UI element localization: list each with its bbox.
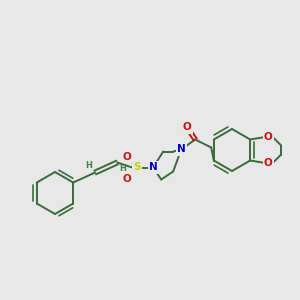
Text: S: S <box>134 163 141 172</box>
Text: N: N <box>177 145 186 154</box>
Text: N: N <box>149 163 158 172</box>
Text: O: O <box>183 122 192 133</box>
Text: O: O <box>264 131 273 142</box>
Text: O: O <box>123 152 132 161</box>
Text: O: O <box>264 158 273 169</box>
Text: H: H <box>86 161 93 170</box>
Text: H: H <box>120 164 127 173</box>
Text: O: O <box>123 173 132 184</box>
